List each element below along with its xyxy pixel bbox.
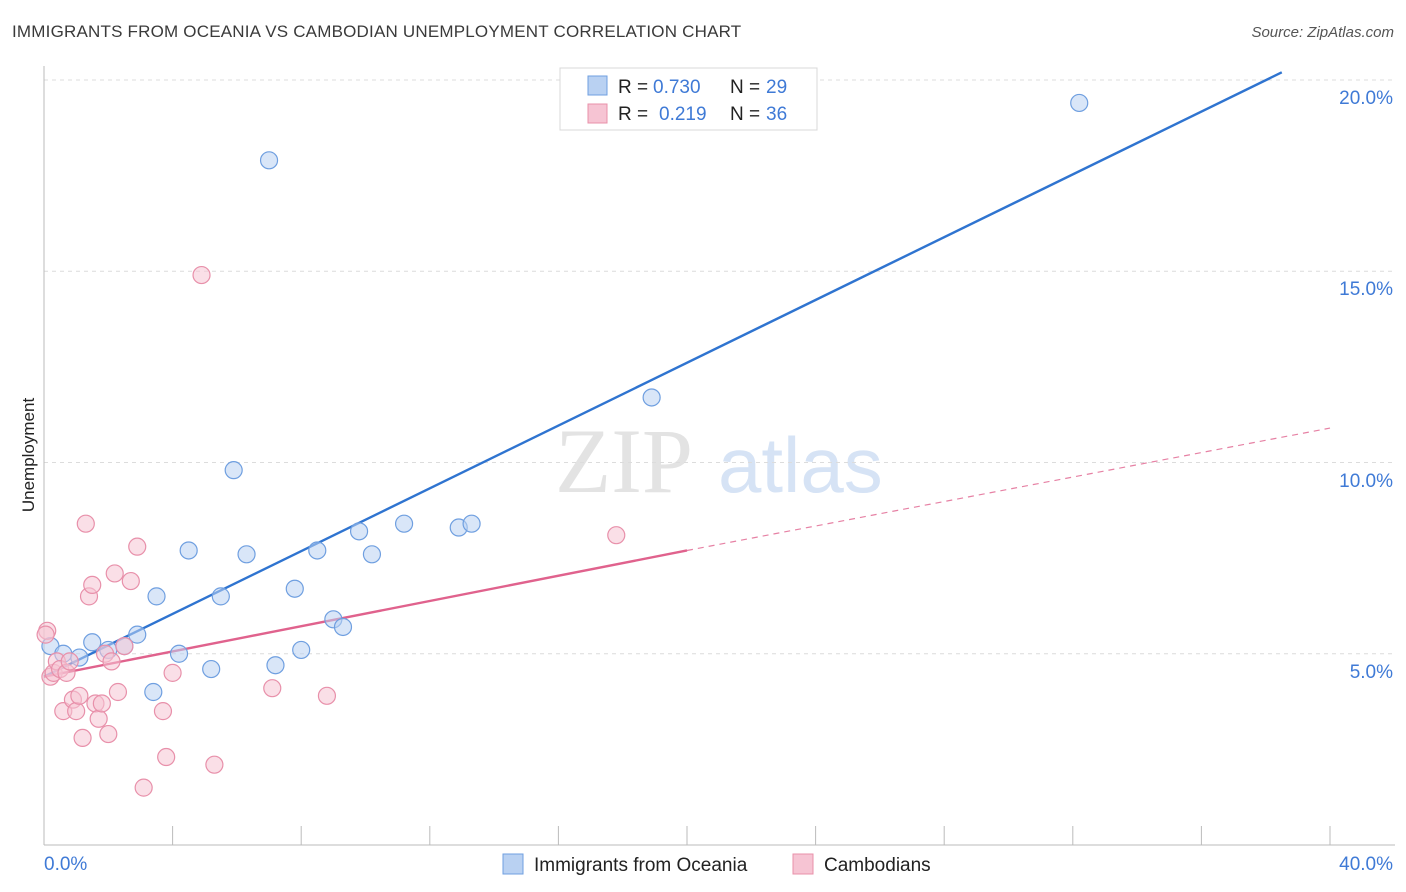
- y-tick-label: 10.0%: [1339, 471, 1393, 492]
- gridlines: [44, 79, 1395, 655]
- bottom-legend: Immigrants from Oceania Cambodians: [502, 853, 931, 876]
- point-oceania: [394, 514, 414, 533]
- point-cambodians: [73, 728, 92, 748]
- point-cambodians: [83, 575, 102, 595]
- y-tick-label: 5.0%: [1350, 662, 1393, 683]
- point-oceania: [202, 659, 221, 679]
- point-cambodians: [157, 747, 176, 767]
- y-axis-label: Unemployment: [19, 398, 38, 513]
- point-cambodians: [76, 514, 95, 533]
- point-oceania: [292, 640, 311, 660]
- legend-box: R = 0.730 N = 29 R = 0.219 N = 36: [559, 67, 818, 131]
- point-oceania: [169, 644, 189, 663]
- legend-n-label: N =: [730, 104, 760, 125]
- bottom-legend-swatch-cambodians: [792, 853, 814, 875]
- axes: [43, 66, 1395, 846]
- trend-line-cambodians: [43, 549, 688, 678]
- point-oceania: [462, 514, 481, 533]
- legend-n-value: 36: [766, 104, 787, 125]
- point-oceania: [144, 682, 163, 702]
- data-points: [36, 93, 1089, 797]
- point-oceania: [179, 541, 198, 560]
- point-cambodians: [67, 702, 86, 721]
- point-oceania: [1070, 93, 1089, 113]
- point-cambodians: [92, 694, 111, 713]
- x-tick-label: 0.0%: [44, 854, 87, 875]
- point-cambodians: [89, 709, 108, 728]
- point-cambodians: [115, 636, 134, 656]
- point-oceania: [259, 151, 279, 170]
- legend-swatch-cambodians: [587, 103, 608, 124]
- point-oceania: [211, 587, 230, 606]
- point-cambodians: [99, 724, 118, 744]
- bottom-legend-swatch-oceania: [502, 853, 524, 875]
- bottom-legend-oceania: Immigrants from Oceania: [534, 855, 748, 876]
- point-oceania: [237, 545, 256, 564]
- point-oceania: [266, 656, 285, 675]
- point-cambodians: [163, 663, 182, 682]
- point-cambodians: [153, 702, 173, 721]
- x-tick-label: 40.0%: [1339, 854, 1393, 875]
- point-oceania: [362, 545, 382, 564]
- legend-r-label: R =: [618, 77, 648, 98]
- point-oceania: [642, 388, 661, 407]
- trend-line-oceania: [43, 71, 1283, 678]
- watermark-zip: ZIP: [555, 410, 693, 512]
- y-tick-label: 20.0%: [1339, 88, 1393, 109]
- legend-n-label: N =: [730, 77, 760, 98]
- legend-n-value: 29: [766, 77, 787, 98]
- legend-r-label: R =: [618, 104, 648, 125]
- source-label: Source: ZipAtlas.com: [1251, 24, 1394, 41]
- point-oceania: [333, 617, 353, 637]
- point-oceania: [349, 522, 369, 541]
- legend-swatch-oceania: [587, 75, 608, 96]
- point-cambodians: [192, 265, 211, 285]
- chart-title: IMMIGRANTS FROM OCEANIA VS CAMBODIAN UNE…: [12, 22, 742, 41]
- point-cambodians: [607, 526, 626, 545]
- point-cambodians: [128, 537, 147, 556]
- point-oceania: [128, 625, 147, 644]
- point-cambodians: [134, 778, 153, 797]
- point-cambodians: [317, 686, 337, 705]
- watermark-atlas: atlas: [718, 421, 883, 509]
- point-oceania: [285, 579, 304, 598]
- point-cambodians: [36, 625, 55, 644]
- point-cambodians: [263, 679, 282, 698]
- legend-r-value: 0.219: [659, 104, 707, 125]
- bottom-legend-cambodians: Cambodians: [824, 855, 931, 876]
- point-cambodians: [105, 564, 124, 583]
- point-oceania: [83, 633, 102, 652]
- legend-r-value: 0.730: [653, 77, 701, 98]
- y-tick-label: 15.0%: [1339, 279, 1393, 300]
- point-cambodians: [121, 571, 140, 591]
- point-cambodians: [102, 652, 121, 671]
- point-cambodians: [70, 686, 89, 705]
- point-oceania: [308, 541, 327, 560]
- point-cambodians: [205, 755, 224, 774]
- point-oceania: [147, 587, 166, 606]
- point-cambodians: [108, 682, 128, 702]
- point-cambodians: [60, 652, 79, 671]
- point-oceania: [224, 461, 243, 480]
- trend-lines: [43, 71, 1331, 678]
